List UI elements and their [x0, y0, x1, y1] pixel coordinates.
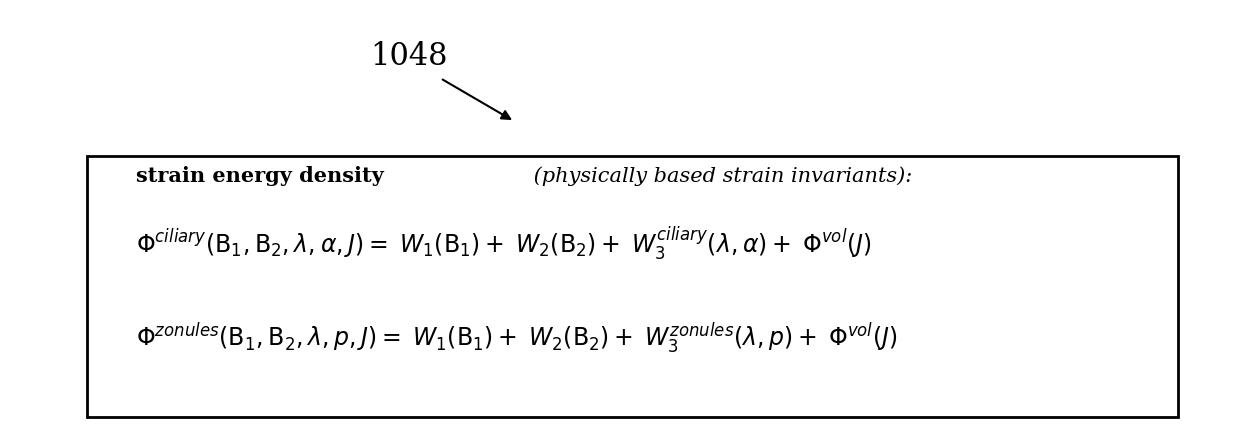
FancyBboxPatch shape	[87, 156, 1178, 417]
Text: 1048: 1048	[371, 41, 448, 72]
Text: (physically based strain invariants):: (physically based strain invariants):	[527, 166, 913, 186]
Text: strain energy density: strain energy density	[136, 166, 384, 186]
Text: $\mathit{\Phi}^{\mathit{zonules}}(\mathrm{B}_1, \mathrm{B}_2, \lambda, p, J) =\;: $\mathit{\Phi}^{\mathit{zonules}}(\mathr…	[136, 321, 898, 356]
Text: $\mathit{\Phi}^{\mathit{ciliary}}(\mathrm{B}_1, \mathrm{B}_2, \lambda, \alpha, J: $\mathit{\Phi}^{\mathit{ciliary}}(\mathr…	[136, 224, 872, 262]
